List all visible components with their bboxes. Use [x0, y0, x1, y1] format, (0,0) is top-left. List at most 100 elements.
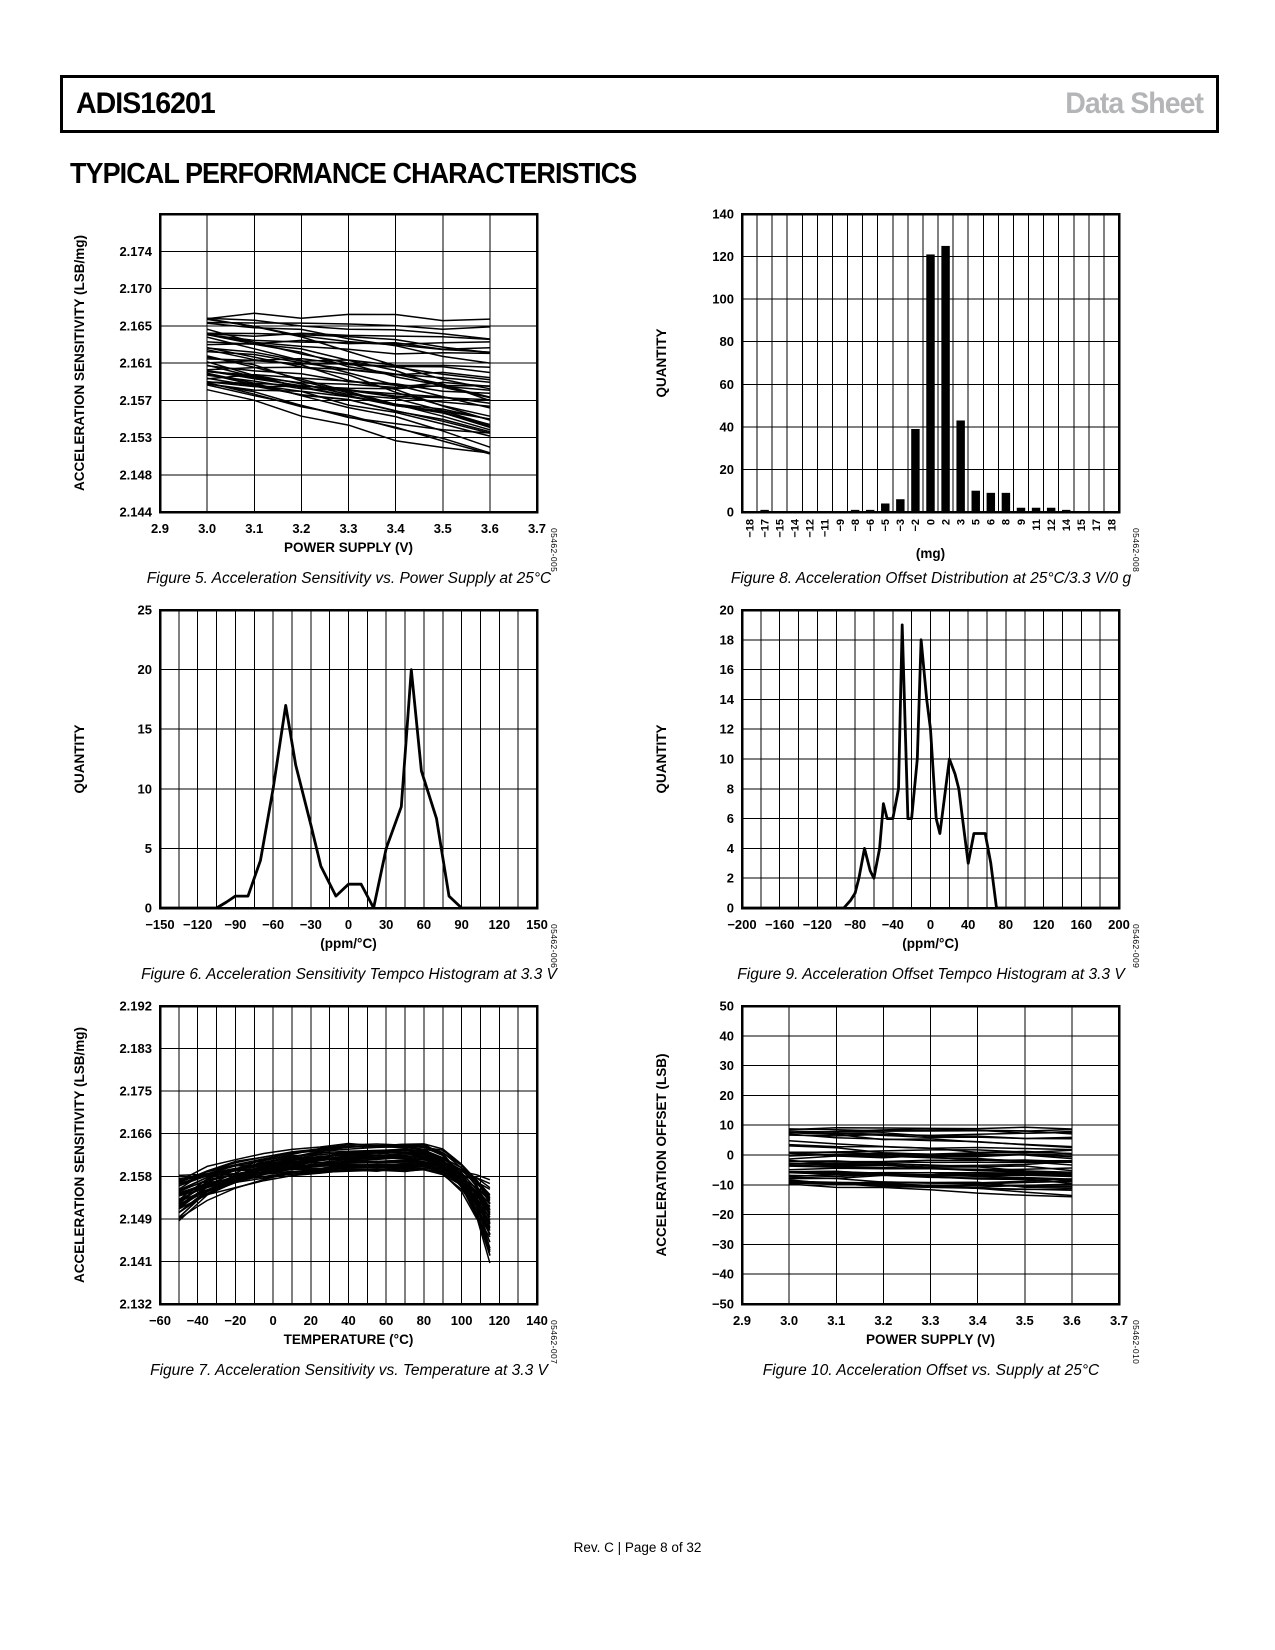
svg-text:2.148: 2.148 — [119, 467, 152, 482]
svg-text:−9: −9 — [835, 519, 847, 532]
svg-text:0: 0 — [145, 901, 152, 916]
datasheet-label: Data Sheet — [1065, 87, 1204, 120]
svg-text:−40: −40 — [882, 917, 904, 932]
svg-text:2.170: 2.170 — [119, 281, 152, 296]
svg-text:4: 4 — [727, 841, 735, 856]
svg-text:160: 160 — [1070, 917, 1092, 932]
svg-text:3.1: 3.1 — [827, 1313, 845, 1328]
svg-text:−15: −15 — [775, 519, 787, 538]
svg-text:0: 0 — [345, 917, 352, 932]
svg-text:−40: −40 — [187, 1313, 209, 1328]
svg-text:3.6: 3.6 — [481, 521, 499, 536]
svg-text:11: 11 — [1031, 519, 1043, 531]
figure-9-plot: 0 2 4 6 8 10 12 14 16 18 20 −200 −160 −120 −80 −40 0 40 80… — [646, 596, 1146, 969]
svg-text:QUANTITY: QUANTITY — [654, 329, 669, 398]
svg-text:2.9: 2.9 — [151, 521, 169, 536]
svg-text:40: 40 — [720, 1028, 734, 1043]
svg-text:20: 20 — [138, 662, 152, 677]
svg-text:14: 14 — [1061, 518, 1073, 531]
svg-text:2.158: 2.158 — [119, 1169, 152, 1184]
svg-text:3.2: 3.2 — [292, 521, 310, 536]
svg-text:−200: −200 — [727, 917, 756, 932]
svg-text:100: 100 — [712, 292, 734, 307]
svg-text:−50: −50 — [712, 1297, 734, 1312]
svg-text:0: 0 — [927, 917, 934, 932]
svg-text:QUANTITY: QUANTITY — [654, 725, 669, 794]
svg-text:5: 5 — [145, 841, 152, 856]
svg-text:−12: −12 — [805, 519, 817, 538]
svg-text:10: 10 — [720, 1118, 734, 1133]
svg-text:−17: −17 — [759, 519, 771, 538]
svg-text:200: 200 — [1108, 917, 1130, 932]
svg-text:−30: −30 — [712, 1237, 734, 1252]
svg-text:20: 20 — [720, 603, 734, 618]
svg-text:14: 14 — [720, 692, 735, 707]
figure-8-caption: Figure 8. Acceleration Offset Distributi… — [730, 570, 1132, 587]
svg-text:140: 140 — [526, 1313, 548, 1328]
svg-text:3.3: 3.3 — [921, 1313, 939, 1328]
svg-text:2.166: 2.166 — [119, 1126, 152, 1141]
svg-text:3.5: 3.5 — [1016, 1313, 1034, 1328]
svg-text:40: 40 — [341, 1313, 355, 1328]
figure-6-caption: Figure 6. Acceleration Sensitivity Tempc… — [141, 966, 557, 983]
page-footer: Rev. C | Page 8 of 32 — [573, 1540, 702, 1555]
svg-text:0: 0 — [727, 505, 734, 520]
svg-text:60: 60 — [417, 917, 431, 932]
svg-text:3.2: 3.2 — [874, 1313, 892, 1328]
svg-text:2.144: 2.144 — [119, 505, 152, 520]
svg-text:−5: −5 — [880, 519, 892, 532]
svg-text:3.7: 3.7 — [528, 521, 546, 536]
figure-5-caption: Figure 5. Acceleration Sensitivity vs. P… — [146, 570, 552, 587]
svg-text:15: 15 — [138, 722, 152, 737]
svg-text:05462-007: 05462-007 — [549, 1320, 559, 1364]
svg-text:05462-006: 05462-006 — [549, 924, 559, 968]
svg-text:60: 60 — [720, 377, 734, 392]
svg-text:80: 80 — [999, 917, 1013, 932]
svg-text:POWER SUPPLY (V): POWER SUPPLY (V) — [866, 1332, 995, 1347]
svg-text:−3: −3 — [895, 519, 907, 532]
svg-text:−14: −14 — [790, 518, 802, 538]
svg-text:2: 2 — [727, 871, 734, 886]
svg-text:50: 50 — [720, 999, 734, 1014]
svg-text:05462-010: 05462-010 — [1131, 1320, 1141, 1364]
figure-9-caption: Figure 9. Acceleration Offset Tempco His… — [737, 966, 1125, 983]
svg-text:12: 12 — [1046, 519, 1058, 531]
svg-text:−80: −80 — [844, 917, 866, 932]
figure-5-plot: 2.144 2.148 2.153 2.157 2.161 2.165 2.170 2.174… — [64, 200, 564, 572]
svg-text:−90: −90 — [224, 917, 246, 932]
svg-text:120: 120 — [712, 249, 734, 264]
svg-text:10: 10 — [138, 781, 152, 796]
figure-10: −50 −40 −30 −20 −10 0 10 20 30 40 50 2.9 3.0 3.1 3.2 3.… — [646, 992, 1146, 1380]
svg-text:−11: −11 — [820, 519, 832, 537]
svg-text:17: 17 — [1091, 519, 1103, 531]
svg-text:(mg): (mg) — [916, 546, 945, 561]
svg-text:30: 30 — [379, 917, 393, 932]
svg-text:10: 10 — [720, 752, 734, 767]
svg-text:40: 40 — [720, 419, 734, 434]
svg-text:3.4: 3.4 — [387, 521, 406, 536]
svg-text:−6: −6 — [865, 519, 877, 532]
svg-text:20: 20 — [304, 1313, 318, 1328]
svg-text:−160: −160 — [765, 917, 794, 932]
svg-text:05462-008: 05462-008 — [1131, 528, 1141, 572]
svg-text:80: 80 — [720, 334, 734, 349]
svg-text:−10: −10 — [712, 1177, 734, 1192]
figure-6-plot: 0 5 10 15 20 25 −150 −120 −90 −60 −30 0 30 60 90 120 150… — [64, 596, 564, 969]
svg-text:2.161: 2.161 — [119, 356, 152, 371]
section-title: TYPICAL PERFORMANCE CHARACTERISTICS — [70, 158, 637, 190]
svg-text:−120: −120 — [803, 917, 832, 932]
svg-text:ACCELERATION SENSITIVITY (LSB/: ACCELERATION SENSITIVITY (LSB/mg) — [72, 235, 87, 491]
svg-text:20: 20 — [720, 462, 734, 477]
svg-text:6: 6 — [986, 519, 998, 525]
figure-10-caption: Figure 10. Acceleration Offset vs. Suppl… — [762, 1362, 1100, 1379]
svg-text:3.6: 3.6 — [1063, 1313, 1081, 1328]
svg-text:(ppm/°C): (ppm/°C) — [320, 936, 376, 951]
svg-text:30: 30 — [720, 1058, 734, 1073]
svg-text:(ppm/°C): (ppm/°C) — [902, 936, 958, 951]
svg-text:2.132: 2.132 — [119, 1297, 152, 1312]
svg-text:2.141: 2.141 — [119, 1254, 152, 1269]
svg-text:3.1: 3.1 — [245, 521, 263, 536]
svg-text:140: 140 — [712, 207, 734, 222]
svg-text:18: 18 — [720, 632, 734, 647]
svg-text:5: 5 — [971, 519, 983, 525]
